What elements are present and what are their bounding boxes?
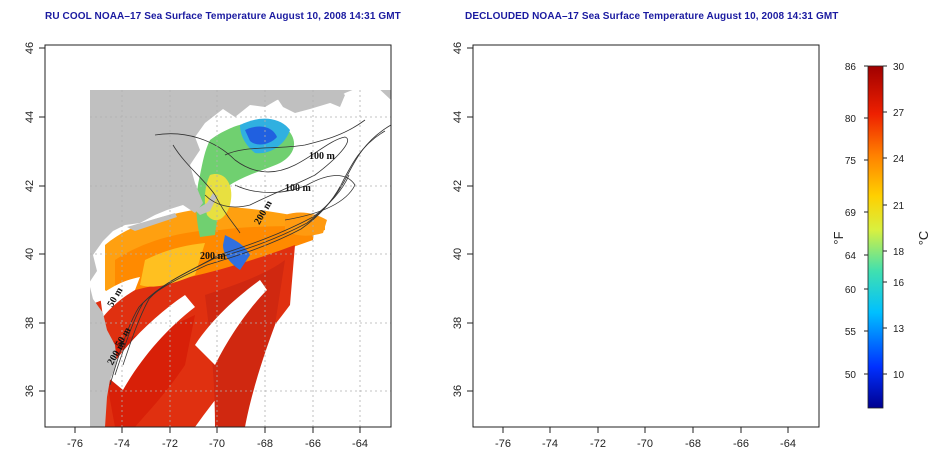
lat-tick-label: 40	[452, 248, 464, 260]
lat-tick-label: 44	[452, 111, 464, 123]
right-contour-label: 200 m	[533, 339, 556, 367]
lat-tick-label: 46	[452, 42, 464, 54]
fahrenheit-unit-label: °F	[831, 231, 846, 244]
lon-tick-label: -68	[685, 438, 701, 450]
fahrenheit-tick-label: 86	[845, 62, 857, 73]
lon-tick-label: -70	[209, 438, 225, 450]
fahrenheit-tick-label: 80	[845, 114, 857, 125]
lon-tick-label: -72	[162, 438, 178, 450]
colorbar-gradient	[867, 65, 884, 409]
left-lat-axis: 36 38 40 42 44 46	[24, 42, 45, 397]
left-contour-label: 200 m	[200, 251, 227, 262]
fahrenheit-tick-label: 60	[845, 285, 857, 296]
fahrenheit-tick-label: 64	[845, 251, 857, 262]
lon-tick-label: -66	[305, 438, 321, 450]
right-contour-label: 100 m	[737, 151, 764, 162]
celsius-tick-label: 16	[893, 278, 905, 289]
right-lon-axis: -76 -74 -72 -70 -68 -66 -64	[495, 427, 796, 450]
lat-tick-label: 42	[452, 180, 464, 192]
right-lat-axis: 36 38 40 42 44 46	[452, 42, 473, 397]
lat-tick-label: 36	[24, 385, 36, 397]
celsius-tick-label: 21	[893, 201, 905, 212]
lat-tick-label: 38	[452, 317, 464, 329]
right-map-frame	[472, 44, 820, 428]
lon-tick-label: -64	[352, 438, 368, 450]
left-contour-label: 100 m	[285, 183, 312, 194]
left-map-frame	[44, 44, 392, 428]
lon-tick-label: -74	[542, 438, 558, 450]
fahrenheit-tick-label: 55	[845, 327, 857, 338]
lat-tick-label: 44	[24, 111, 36, 123]
lon-tick-label: -74	[114, 438, 130, 450]
right-sst-field	[521, 123, 743, 427]
lon-tick-label: -72	[590, 438, 606, 450]
lon-tick-label: -76	[495, 438, 511, 450]
celsius-unit-label: °C	[916, 231, 931, 246]
right-map-panel: 100 m 100 m 200 m 50 m 50 m 200 m	[472, 44, 820, 428]
fahrenheit-tick-label: 69	[845, 208, 857, 219]
right-map-grid	[473, 45, 819, 427]
lat-tick-label: 46	[24, 42, 36, 54]
celsius-tick-label: 18	[893, 247, 905, 258]
lat-tick-label: 40	[24, 248, 36, 260]
right-contour-label: 100 m	[713, 183, 740, 194]
lat-tick-label: 36	[452, 385, 464, 397]
lon-tick-label: -64	[780, 438, 796, 450]
temperature-colorbar: 86 80 75 69 64 60 55 50 30 27 24 21 18 1…	[831, 62, 931, 409]
celsius-tick-label: 10	[893, 370, 905, 381]
lat-tick-label: 42	[24, 180, 36, 192]
right-contour-label: 50 m	[541, 325, 561, 349]
celsius-tick-label: 30	[893, 62, 905, 73]
right-contour-label: 50 m	[533, 285, 553, 309]
lon-tick-label: -76	[67, 438, 83, 450]
left-map-grid	[90, 90, 391, 427]
celsius-tick-label: 24	[893, 154, 905, 165]
left-map-title: RU COOL NOAA–17 Sea Surface Temperature …	[45, 11, 401, 22]
lat-tick-label: 38	[24, 317, 36, 329]
right-contour-label: 200 m	[628, 251, 655, 262]
fahrenheit-tick-label: 50	[845, 370, 857, 381]
celsius-tick-label: 27	[893, 108, 905, 119]
right-map-title: DECLOUDED NOAA–17 Sea Surface Temperatur…	[465, 11, 839, 22]
lon-tick-label: -66	[733, 438, 749, 450]
lon-tick-label: -70	[637, 438, 653, 450]
fahrenheit-tick-label: 75	[845, 156, 857, 167]
celsius-tick-label: 13	[893, 324, 905, 335]
left-contour-label: 100 m	[309, 151, 336, 162]
lon-tick-label: -68	[257, 438, 273, 450]
left-map-panel: 100 m 100 m 200 m 200 m 50 m 50 m 200 m	[44, 44, 392, 428]
left-lon-axis: -76 -74 -72 -70 -68 -66 -64	[67, 427, 368, 450]
